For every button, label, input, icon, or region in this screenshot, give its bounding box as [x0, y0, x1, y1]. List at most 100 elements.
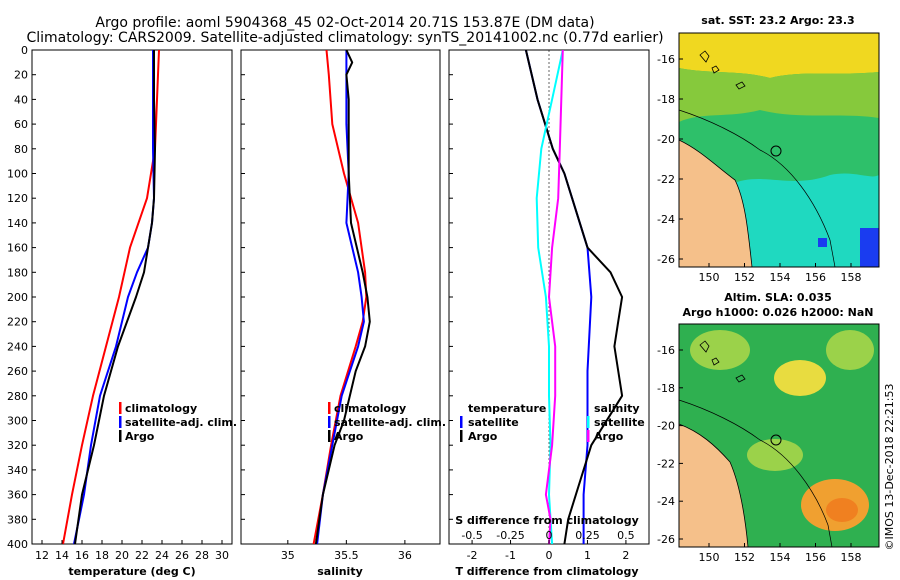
s-x-tick-label: 0.25 [575, 529, 600, 542]
depth-tick-label: 20 [14, 69, 28, 82]
sst-land [678, 139, 753, 268]
depth-tick-label: 340 [7, 464, 28, 477]
depth-tick-label: 40 [14, 93, 28, 106]
x-tick-label: 2 [622, 549, 629, 562]
sla-high-blob [774, 360, 826, 396]
sla-map-title-line2: Argo h1000: 0.026 h2000: NaN [682, 306, 873, 319]
sst-cool-region [729, 173, 879, 267]
temperature-x-ticks: 12 14 16 18 20 22 24 26 28 30 [35, 549, 229, 562]
figure-title-line2: Climatology: CARS2009. Satellite-adjuste… [26, 30, 663, 46]
sla-map-title-line1: Altim. SLA: 0.035 [724, 291, 831, 304]
map-lon-label: 154 [770, 271, 791, 284]
sla-isobath [678, 399, 833, 548]
x-tick-label: 1 [584, 549, 591, 562]
series-line-satellite-adj-clim- [73, 50, 155, 544]
x-tick-label: 22 [135, 549, 149, 562]
map-lat-label: -16 [657, 344, 675, 357]
legend-label-t-satellite: satellite [468, 416, 519, 429]
legend-swatch-argo [119, 430, 122, 442]
salinity-legend: climatology satellite-adj. clim. Argo [328, 402, 446, 443]
legend-label-climatology: climatology [125, 402, 197, 415]
difference-xlabel: T difference from climatology [455, 565, 638, 578]
figure-title-line1: Argo profile: aoml 5904368_45 02-Oct-201… [95, 15, 594, 31]
sla-map-frame [678, 323, 880, 548]
series-line-climatology [312, 50, 368, 544]
x-tick-label: 12 [35, 549, 49, 562]
difference-legend: temperature satellite Argo salinity sate… [460, 402, 645, 443]
sla-peak-blob [826, 498, 858, 522]
depth-tick-label: 300 [7, 415, 28, 428]
map-lat-label: -26 [657, 253, 675, 266]
map-lon-label: 158 [841, 271, 862, 284]
depth-tick-label: 280 [7, 390, 28, 403]
depth-tick-label: 260 [7, 365, 28, 378]
map-lat-label: -18 [657, 93, 675, 106]
s-x-tick-label: 0 [546, 529, 553, 542]
sst-reefs [699, 50, 746, 90]
map-lat-label: -24 [657, 213, 675, 226]
salinity-x-ticks: 35 35.5 36 [281, 549, 412, 562]
map-lat-label: -24 [657, 495, 675, 508]
series-line-argo [74, 50, 156, 544]
legend-label-s-satellite: satellite [594, 416, 645, 429]
s-x-tick-label: -0.25 [496, 529, 524, 542]
legend-swatch-satellite [328, 416, 331, 428]
map-lat-label: -20 [657, 420, 675, 433]
legend-swatch-s-satellite [587, 416, 590, 428]
map-lon-label: 152 [734, 551, 755, 564]
sst-map-title: sat. SST: 23.2 Argo: 23.3 [701, 14, 854, 27]
legend-swatch-climatology [328, 402, 331, 414]
legend-swatch-t-satellite [460, 416, 463, 428]
series-line-satellite-adj-clim- [316, 50, 365, 544]
sla-blob [690, 330, 750, 370]
x-tick-label: 35.5 [334, 549, 359, 562]
legend-swatch-t-argo [460, 430, 463, 442]
s-x-tick-label: 0.5 [617, 529, 635, 542]
sst-map [678, 32, 880, 268]
depth-tick-label: 200 [7, 291, 28, 304]
difference-x-ticks: -2 -1 0 1 2 [467, 549, 630, 562]
difference-s-xlabel: S difference from climatology [455, 514, 639, 527]
salinity-xlabel: salinity [317, 565, 363, 578]
sla-map [678, 323, 880, 548]
x-tick-label: 30 [215, 549, 229, 562]
depth-tick-label: 220 [7, 316, 28, 329]
sst-argo-position-marker [770, 145, 782, 157]
sla-land [678, 423, 749, 548]
sst-cold-patch [860, 228, 879, 267]
sst-map-axes: -16 -18 -20 -22 -24 -26 150 152 154 156 158 [657, 53, 861, 284]
temperature-legend: climatology satellite-adj. clim. Argo [119, 402, 237, 443]
map-lon-label: 156 [805, 271, 826, 284]
depth-tick-label: 0 [21, 44, 28, 57]
legend-label-argo: Argo [125, 430, 155, 443]
map-lon-label: 150 [699, 271, 720, 284]
sst-cold-pixel [818, 238, 827, 247]
depth-tick-label: 120 [7, 192, 28, 205]
series-line-s-argo [544, 50, 564, 544]
x-tick-label: 18 [95, 549, 109, 562]
depth-tick-label: 100 [7, 168, 28, 181]
legend-swatch-climatology [119, 402, 122, 414]
sla-blob [826, 330, 874, 370]
x-tick-label: 0 [546, 549, 553, 562]
legend-label-argo: Argo [334, 430, 364, 443]
x-tick-label: 20 [115, 549, 129, 562]
imos-credit: ©IMOS 13-Dec-2018 22:21:53 [883, 384, 896, 551]
depth-tick-label: 60 [14, 118, 28, 131]
depth-tick-label: 400 [7, 538, 28, 551]
legend-label-climatology: climatology [334, 402, 406, 415]
x-tick-label: 26 [175, 549, 189, 562]
x-tick-label: 24 [155, 549, 169, 562]
sla-argo-position-marker [770, 434, 782, 446]
x-tick-label: 28 [195, 549, 209, 562]
temperature-xlabel: temperature (deg C) [68, 565, 195, 578]
x-tick-label: 36 [398, 549, 412, 562]
depth-tick-label: 320 [7, 439, 28, 452]
series-line-t-satellite [524, 50, 593, 544]
series-line-t-argo [524, 50, 624, 544]
legend-heading-temperature: temperature [468, 402, 546, 415]
sla-map-axes: -16 -18 -20 -22 -24 -26 150 152 154 156 158 [657, 344, 861, 564]
depth-tick-label: 140 [7, 217, 28, 230]
map-lat-label: -20 [657, 133, 675, 146]
